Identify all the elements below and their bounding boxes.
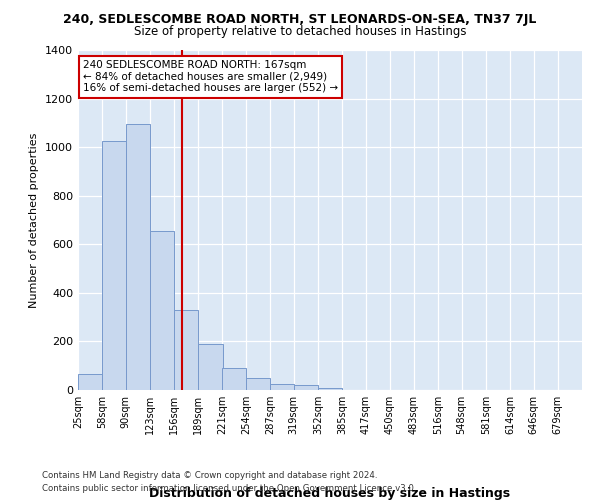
Text: 240, SEDLESCOMBE ROAD NORTH, ST LEONARDS-ON-SEA, TN37 7JL: 240, SEDLESCOMBE ROAD NORTH, ST LEONARDS… bbox=[64, 12, 536, 26]
Bar bbox=[246, 378, 270, 390]
Bar bbox=[78, 374, 102, 390]
Bar bbox=[199, 344, 223, 390]
X-axis label: Distribution of detached houses by size in Hastings: Distribution of detached houses by size … bbox=[149, 487, 511, 500]
Text: 240 SEDLESCOMBE ROAD NORTH: 167sqm
← 84% of detached houses are smaller (2,949)
: 240 SEDLESCOMBE ROAD NORTH: 167sqm ← 84%… bbox=[83, 60, 338, 94]
Bar bbox=[270, 384, 295, 390]
Bar bbox=[318, 388, 342, 390]
Text: Contains public sector information licensed under the Open Government Licence v3: Contains public sector information licen… bbox=[42, 484, 416, 493]
Text: Contains HM Land Registry data © Crown copyright and database right 2024.: Contains HM Land Registry data © Crown c… bbox=[42, 470, 377, 480]
Bar bbox=[102, 141, 127, 390]
Bar bbox=[222, 368, 246, 390]
Y-axis label: Number of detached properties: Number of detached properties bbox=[29, 132, 40, 308]
Bar bbox=[174, 310, 199, 390]
Text: Size of property relative to detached houses in Hastings: Size of property relative to detached ho… bbox=[134, 25, 466, 38]
Bar bbox=[125, 124, 150, 390]
Bar bbox=[293, 385, 318, 390]
Bar bbox=[150, 231, 174, 390]
